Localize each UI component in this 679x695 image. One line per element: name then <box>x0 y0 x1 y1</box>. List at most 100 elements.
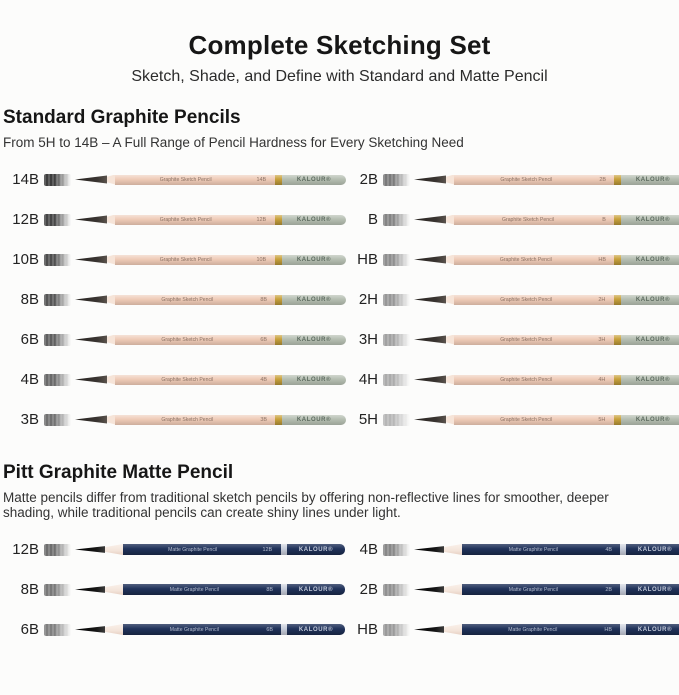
pencil-wood-cone <box>444 624 462 635</box>
pencil-gold-band <box>275 174 282 185</box>
pencil-brand-cap: KALOUR® <box>626 544 679 555</box>
pencil-tip <box>414 255 446 264</box>
pencil-body: Matte Graphite Pencil HB <box>462 624 620 635</box>
matte-pencil: Matte Graphite Pencil 8B KALOUR® <box>75 584 345 595</box>
pencil-print-label: Graphite Sketch Pencil <box>500 376 553 383</box>
pencil-brand-cap: KALOUR® <box>621 294 679 305</box>
pencil-print-label: Graphite Sketch Pencil <box>161 376 214 383</box>
pencil-print-grade: 3B <box>260 416 267 423</box>
pencil-print-grade: 8B <box>266 586 273 593</box>
pencil-print-grade: B <box>602 216 606 223</box>
standard-pencil: Graphite Sketch Pencil 4H KALOUR® <box>414 374 679 385</box>
graphite-swatch <box>383 213 410 226</box>
grade-label: 4H <box>358 371 378 388</box>
pencil-print-label: Matte Graphite Pencil <box>168 546 218 553</box>
pencil-gold-band <box>614 414 621 425</box>
pencil-print-label: Graphite Sketch Pencil <box>500 176 553 183</box>
graphite-swatch <box>44 583 71 596</box>
pencil-body: Graphite Sketch Pencil 12B <box>115 214 275 225</box>
pencil-brand-cap: KALOUR® <box>621 214 679 225</box>
standard-pencil: Graphite Sketch Pencil 2H KALOUR® <box>414 294 679 305</box>
pencil-wood-cone <box>446 414 454 425</box>
pencil-wood-cone <box>107 374 115 385</box>
pencil-brand-cap: KALOUR® <box>621 414 679 425</box>
pencil-print-label: Graphite Sketch Pencil <box>159 176 212 183</box>
pencil-brand-cap: KALOUR® <box>282 254 346 265</box>
grade-label: 5H <box>358 411 378 428</box>
pencil-row: 4B Matte Graphite Pencil 4B KALOUR® <box>342 539 679 561</box>
pencil-print-label: Matte Graphite Pencil <box>508 586 558 593</box>
pencil-row: 3B Graphite Sketch Pencil 3B KALOUR® <box>3 409 346 431</box>
matte-pencil: Matte Graphite Pencil HB KALOUR® <box>414 624 679 635</box>
pencil-row: 8B Graphite Sketch Pencil 8B KALOUR® <box>3 289 346 311</box>
pencil-body: Graphite Sketch Pencil 8B <box>115 294 275 305</box>
pencil-tip <box>75 215 107 224</box>
pencil-tip <box>75 626 105 633</box>
grade-label: 12B <box>12 541 39 558</box>
pencil-body: Matte Graphite Pencil 6B <box>123 624 281 635</box>
standard-pencil: Graphite Sketch Pencil HB KALOUR® <box>414 254 679 265</box>
graphite-swatch <box>383 253 410 266</box>
pencil-gold-band <box>275 254 282 265</box>
pencil-silver-band <box>281 624 287 635</box>
pencil-print-label: Matte Graphite Pencil <box>508 626 558 633</box>
pencil-wood-cone <box>446 334 454 345</box>
pencil-body: Matte Graphite Pencil 8B <box>123 584 281 595</box>
pencil-brand-cap: KALOUR® <box>282 214 346 225</box>
grade-label: 8B <box>20 581 39 598</box>
graphite-swatch <box>44 623 71 636</box>
pencil-brand-cap: KALOUR® <box>287 584 345 595</box>
standard-pencil-grid: 14B Graphite Sketch Pencil 14B KALOUR® 1… <box>3 169 679 431</box>
pencil-print-grade: 3H <box>598 336 606 343</box>
pencil-gold-band <box>614 334 621 345</box>
pencil-wood-cone <box>107 214 115 225</box>
pencil-row: 6B Matte Graphite Pencil 6B KALOUR® <box>3 619 345 641</box>
pencil-tip <box>75 546 105 553</box>
matte-column-right: 4B Matte Graphite Pencil 4B KALOUR® 2B M… <box>342 539 679 641</box>
pencil-row: 2H Graphite Sketch Pencil 2H KALOUR® <box>342 289 679 311</box>
graphite-swatch <box>383 173 410 186</box>
pencil-gold-band <box>275 214 282 225</box>
pencil-print-grade: 5H <box>598 416 606 423</box>
pencil-row: 3H Graphite Sketch Pencil 3H KALOUR® <box>342 329 679 351</box>
pencil-silver-band <box>620 624 626 635</box>
pencil-print-label: Matte Graphite Pencil <box>169 626 219 633</box>
pencil-wood-cone <box>446 254 454 265</box>
standard-pencil: Graphite Sketch Pencil 6B KALOUR® <box>75 334 346 345</box>
grade-label: 4B <box>359 541 378 558</box>
pencil-silver-band <box>620 584 626 595</box>
pencil-tip <box>75 295 107 304</box>
pencil-body: Graphite Sketch Pencil 6B <box>115 334 275 345</box>
pencil-tip <box>414 415 446 424</box>
pencil-wood-cone <box>446 174 454 185</box>
pencil-print-label: Graphite Sketch Pencil <box>500 336 553 343</box>
pencil-print-label: Graphite Sketch Pencil <box>161 296 214 303</box>
pencil-print-grade: 12B <box>262 546 273 553</box>
pencil-wood-cone <box>105 584 123 595</box>
pencil-wood-cone <box>105 624 123 635</box>
grade-label: 2H <box>358 291 378 308</box>
grade-label: 2B <box>359 171 378 188</box>
pencil-print-grade: 4B <box>260 376 267 383</box>
grade-label: 12B <box>12 211 39 228</box>
pencil-print-grade: 4H <box>598 376 606 383</box>
pencil-print-grade: HB <box>598 256 606 263</box>
pencil-row: 12B Graphite Sketch Pencil 12B KALOUR® <box>3 209 346 231</box>
pencil-row: 8B Matte Graphite Pencil 8B KALOUR® <box>3 579 345 601</box>
pencil-tip <box>414 175 446 184</box>
pencil-brand-cap: KALOUR® <box>282 174 346 185</box>
pencil-print-label: Graphite Sketch Pencil <box>500 416 553 423</box>
grade-label: 10B <box>12 251 39 268</box>
standard-section-description: From 5H to 14B – A Full Range of Pencil … <box>3 135 464 150</box>
graphite-swatch <box>44 293 71 306</box>
pencil-brand-cap: KALOUR® <box>626 584 679 595</box>
grade-label: HB <box>357 621 378 638</box>
pencil-tip <box>414 335 446 344</box>
pencil-brand-cap: KALOUR® <box>282 414 346 425</box>
standard-column-left: 14B Graphite Sketch Pencil 14B KALOUR® 1… <box>3 169 346 431</box>
grade-label: 2B <box>359 581 378 598</box>
pencil-print-grade: 2B <box>599 176 606 183</box>
pencil-print-grade: 14B <box>256 176 267 183</box>
pencil-brand-cap: KALOUR® <box>621 374 679 385</box>
graphite-swatch <box>44 543 71 556</box>
